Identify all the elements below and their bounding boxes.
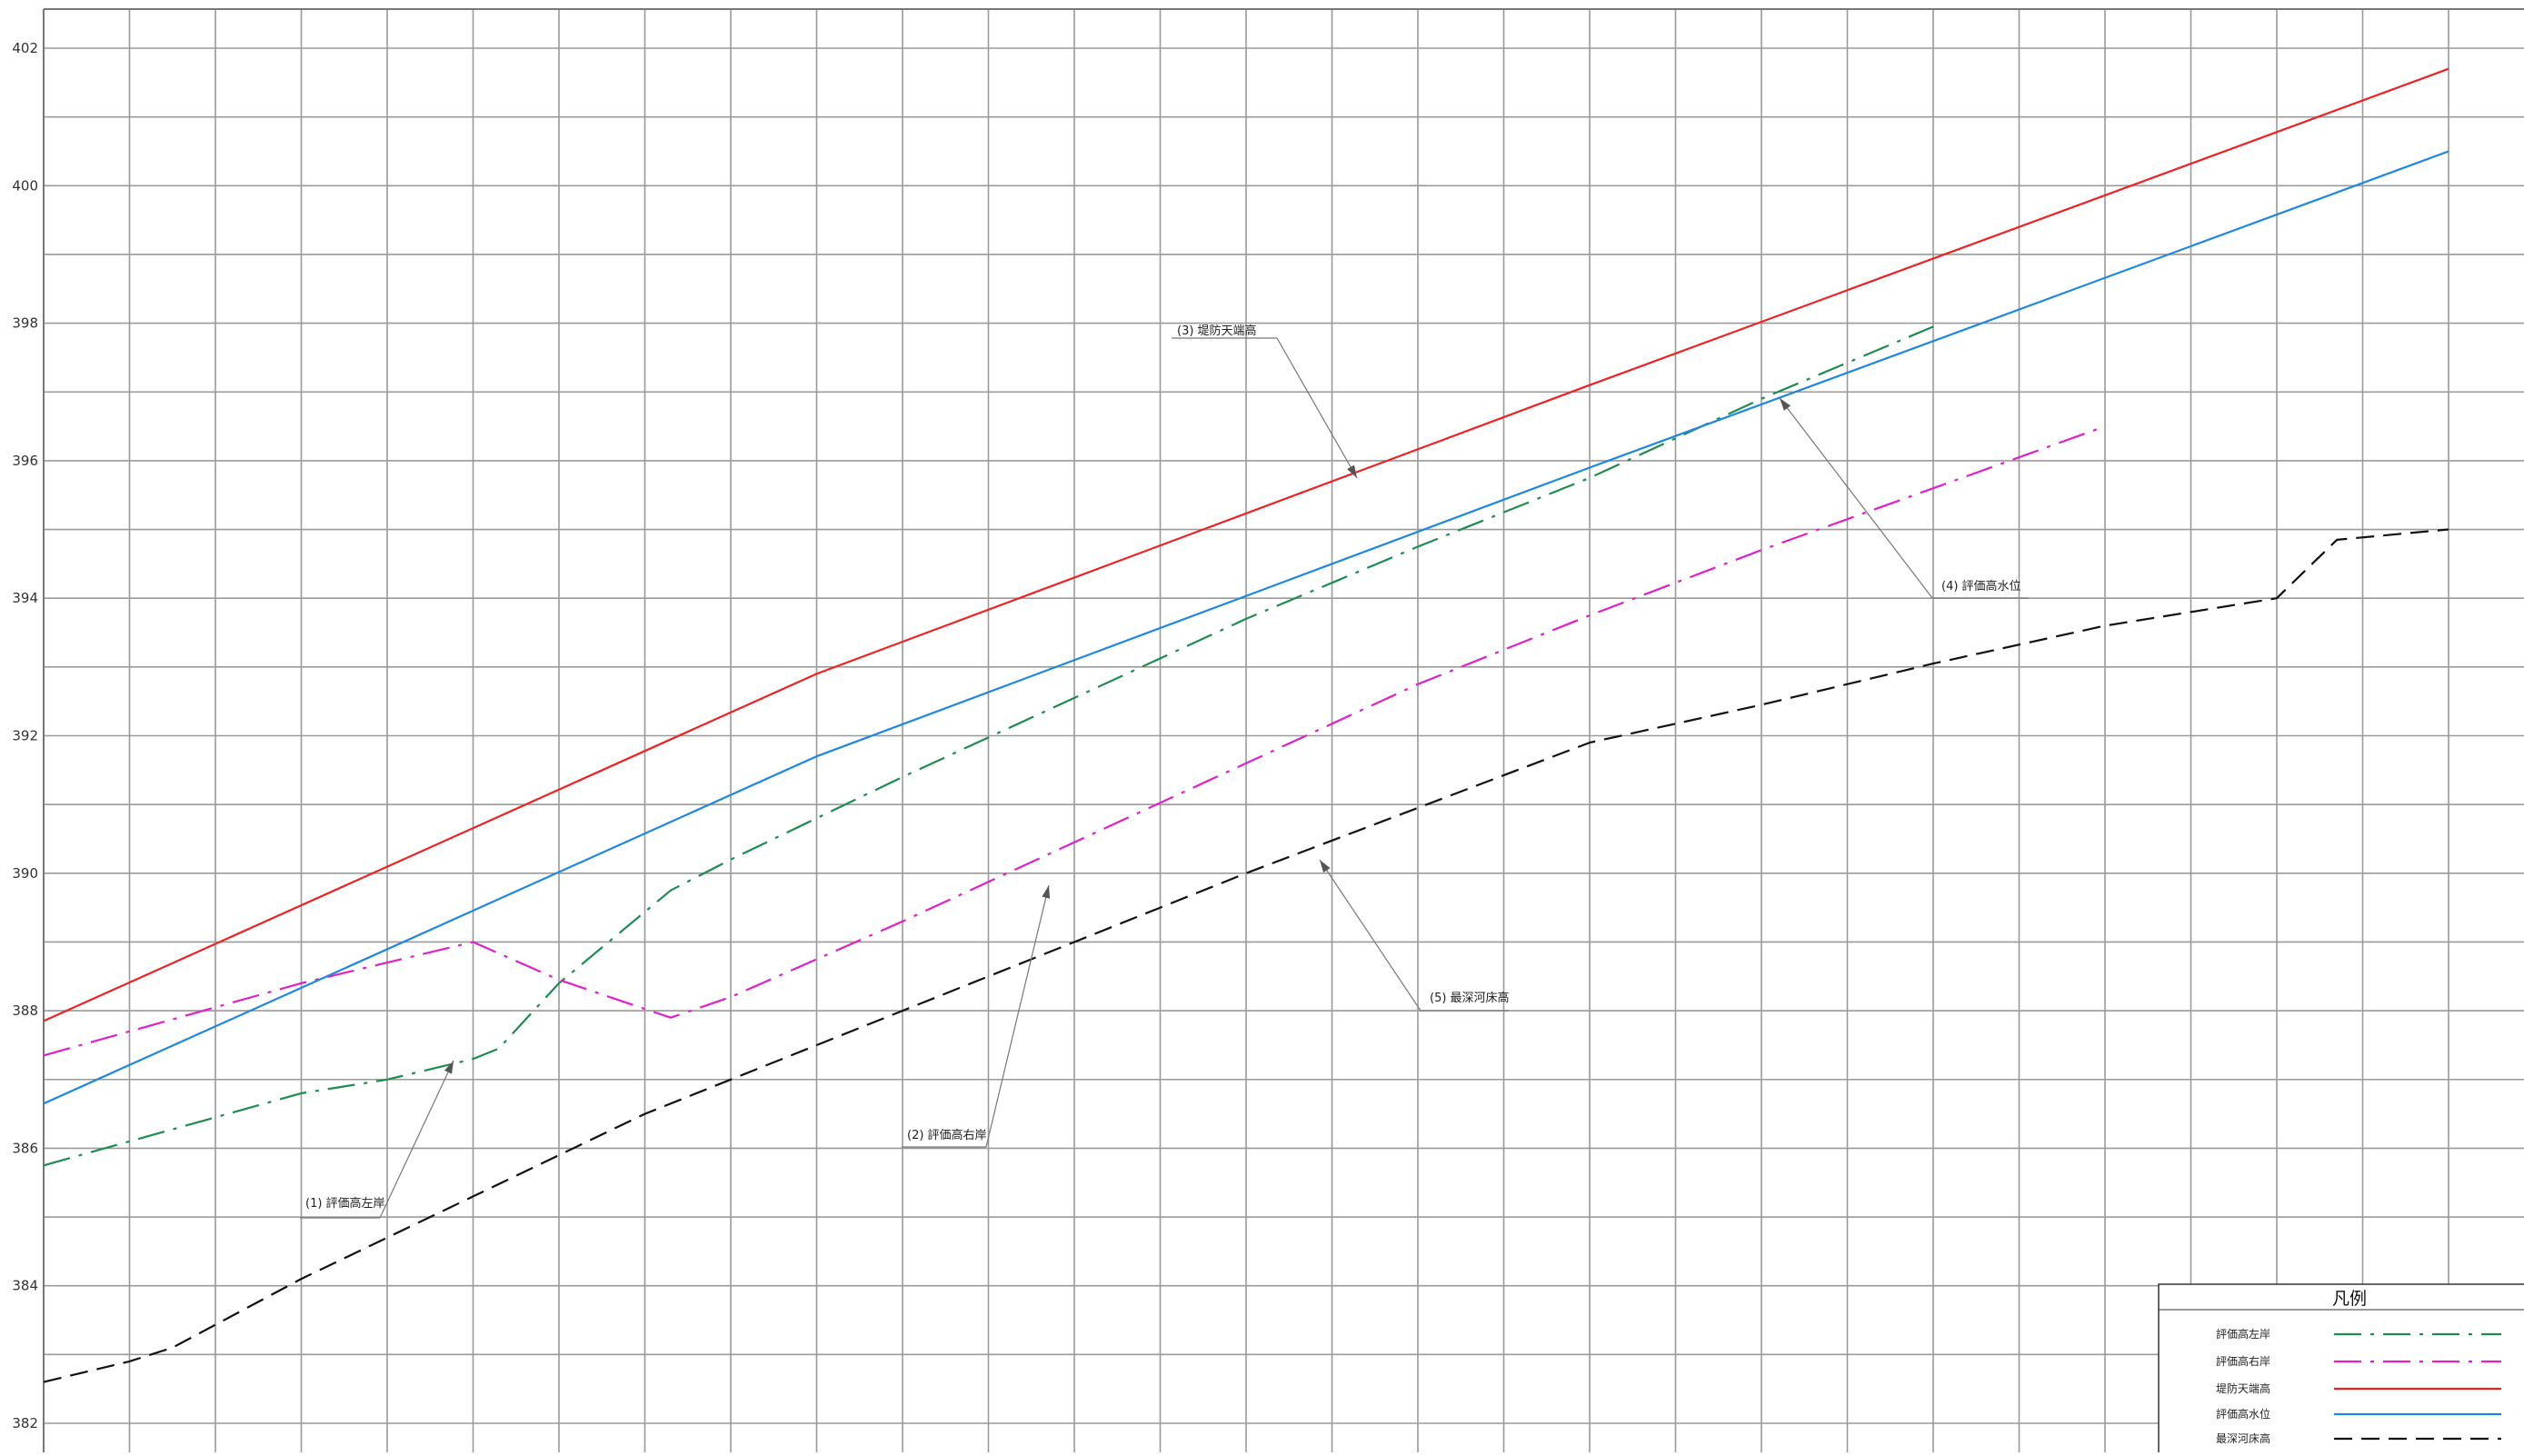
series-line-5 (43, 528, 2449, 1383)
callout-arrowhead-5 (1320, 860, 1331, 873)
series-line-2 (43, 425, 2106, 1057)
legend-label-1: 評価高左岸 (2216, 1327, 2270, 1341)
grid (43, 8, 2524, 1452)
y-tick-label: 398 (12, 315, 38, 332)
series-line-1 (43, 325, 1934, 1167)
callout-arrowhead-2 (1042, 885, 1051, 899)
legend-box (2158, 1283, 2524, 1456)
callout-1: (1) 評価高左岸 (300, 1060, 454, 1219)
y-tick-label: 400 (12, 177, 38, 194)
y-tick-label: 384 (12, 1278, 38, 1294)
callout-leader-2 (985, 884, 1050, 1148)
legend-label-2: 評価高右岸 (2216, 1354, 2270, 1368)
callout-leader-4 (1779, 397, 1933, 599)
y-tick-label: 390 (12, 865, 38, 882)
callout-4: (4) 評価高水位 (1779, 397, 2029, 599)
callout-5: (5) 最深河床高 (1319, 859, 1510, 1012)
callout-2: (2) 評価高右岸 (902, 884, 1051, 1148)
y-axis-ticks: 382 384 386 388 390 392 394 396 398 400 402 (12, 40, 38, 1431)
series-line-4 (43, 150, 2449, 1105)
y-tick-label: 394 (12, 590, 38, 606)
legend-label-4: 評価高水位 (2216, 1407, 2270, 1421)
y-tick-label: 382 (12, 1415, 38, 1431)
y-tick-label: 388 (12, 1002, 38, 1019)
callout-leader-1 (379, 1060, 454, 1219)
series-line-3 (43, 67, 2449, 1022)
callout-label-5: (5) 最深河床高 (1430, 991, 1510, 1005)
callout-arrowhead-4 (1780, 398, 1791, 411)
y-tick-label: 386 (12, 1140, 38, 1156)
series-group (43, 67, 2449, 1383)
y-tick-label: 396 (12, 453, 38, 469)
callout-label-1: (1) 評価高左岸 (305, 1196, 385, 1211)
y-tick-label: 402 (12, 40, 38, 56)
callout-label-2: (2) 評価高右岸 (907, 1128, 987, 1142)
legend-label-3: 堤防天端高 (2216, 1381, 2270, 1395)
callout-arrowhead-3 (1347, 464, 1357, 478)
callouts-group: (1) 評価高左岸 (2) 評価高右岸 (3) 堤防天端高 (4) 評価高水位 (5) … (300, 324, 2029, 1219)
callout-label-3: (3) 堤防天端高 (1177, 324, 1257, 338)
callout-arrowhead-1 (444, 1061, 454, 1074)
legend-title: 凡例 (2332, 1289, 2367, 1309)
y-tick-label: 392 (12, 728, 38, 744)
callout-label-4: (4) 評価高水位 (1941, 579, 2021, 593)
callout-leader-3 (1276, 337, 1358, 479)
callout-leader-5 (1319, 859, 1422, 1012)
callout-3: (3) 堤防天端高 (1172, 324, 1358, 479)
legend-label-5: 最深河床高 (2216, 1431, 2270, 1445)
